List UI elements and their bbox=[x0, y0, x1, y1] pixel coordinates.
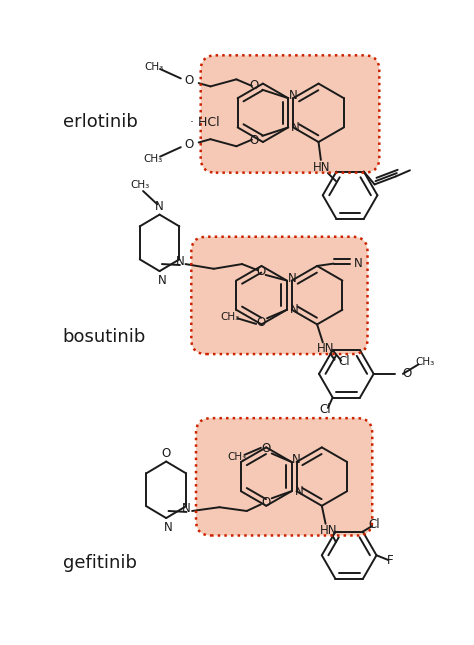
Text: N: N bbox=[289, 90, 298, 103]
Text: O: O bbox=[256, 264, 265, 277]
Text: N: N bbox=[292, 453, 301, 466]
Text: O: O bbox=[249, 134, 258, 147]
Text: Cl: Cl bbox=[369, 518, 381, 531]
Text: N: N bbox=[294, 484, 303, 498]
FancyBboxPatch shape bbox=[196, 418, 372, 535]
Text: N: N bbox=[155, 199, 164, 213]
Text: O: O bbox=[256, 317, 265, 330]
Text: N: N bbox=[157, 274, 166, 287]
Text: O: O bbox=[249, 79, 258, 92]
FancyBboxPatch shape bbox=[191, 237, 367, 354]
Text: CH₃: CH₃ bbox=[220, 312, 240, 322]
Text: O: O bbox=[403, 368, 412, 381]
Text: N: N bbox=[291, 121, 300, 134]
Text: gefitinib: gefitinib bbox=[63, 554, 137, 572]
Text: CH₃: CH₃ bbox=[143, 154, 162, 164]
Text: · HCl: · HCl bbox=[190, 115, 219, 129]
Text: N: N bbox=[182, 502, 191, 515]
FancyBboxPatch shape bbox=[201, 55, 379, 173]
Text: N: N bbox=[287, 272, 296, 284]
Text: O: O bbox=[261, 497, 270, 510]
Text: bosutinib: bosutinib bbox=[63, 328, 146, 346]
Text: CH₃: CH₃ bbox=[416, 357, 435, 367]
Text: N: N bbox=[175, 255, 184, 268]
Text: HN: HN bbox=[320, 524, 337, 537]
Text: Cl: Cl bbox=[320, 403, 331, 416]
Text: O: O bbox=[162, 446, 171, 459]
Text: O: O bbox=[261, 442, 270, 455]
Text: N: N bbox=[290, 303, 299, 316]
Text: F: F bbox=[387, 555, 394, 568]
Text: CH₃: CH₃ bbox=[130, 181, 149, 190]
Text: CH₃: CH₃ bbox=[144, 62, 164, 72]
Text: CH₃: CH₃ bbox=[228, 452, 247, 462]
Text: HN: HN bbox=[317, 342, 334, 355]
Text: N: N bbox=[164, 521, 173, 534]
Text: O: O bbox=[185, 138, 194, 152]
Text: Cl: Cl bbox=[338, 355, 350, 368]
Text: N: N bbox=[354, 257, 363, 270]
Text: HN: HN bbox=[313, 161, 330, 174]
Text: erlotinib: erlotinib bbox=[63, 114, 137, 131]
Text: O: O bbox=[185, 74, 194, 87]
